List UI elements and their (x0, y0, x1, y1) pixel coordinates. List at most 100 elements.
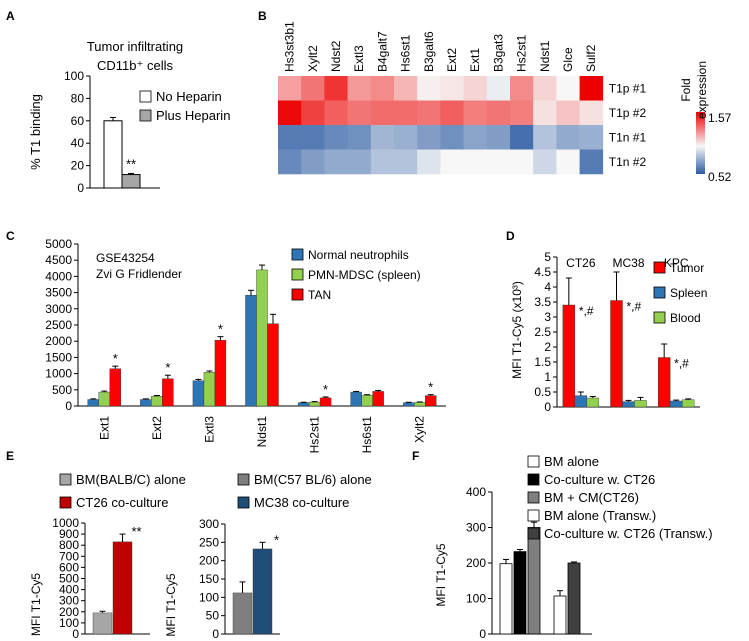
panel-label-E: E (6, 449, 14, 463)
panel-d-y-tick-label: 3.5 (534, 295, 551, 309)
panel-c-legend-swatch (291, 268, 304, 281)
panel-e1-bar (92, 612, 113, 635)
panel-c-y-tick-label: 4000 (45, 269, 72, 283)
panel-b-colorbar (696, 112, 705, 174)
panel-c-bar (203, 372, 216, 407)
panel-b-cell (324, 76, 348, 101)
panel-b-cell (278, 100, 302, 126)
panel-b-cell (417, 100, 441, 126)
panel-d-bar (681, 399, 695, 408)
panel-b-cell (301, 149, 325, 175)
panel-a-legend-label: No Heparin (156, 89, 222, 104)
panel-c-bar (245, 294, 257, 407)
panel-c-bar (151, 396, 163, 407)
panel-b-cell (301, 125, 325, 150)
panel-b-cell (417, 125, 441, 150)
panel-c-x-tick-label: Xylt2 (413, 416, 427, 443)
panel-c-bar (308, 401, 321, 407)
panel-c-x-tick-label: Ndst1 (255, 416, 269, 448)
panel-label-B: B (258, 9, 267, 23)
panel-b-cell (440, 100, 464, 126)
panel-b-cell (510, 125, 534, 150)
panel-a-title: CD11b⁺ cells (97, 58, 173, 73)
panel-b-cell (463, 125, 488, 150)
panel-d-y-tick-label: 2.5 (534, 325, 551, 339)
panel-c-bar (297, 402, 310, 407)
panel-a-y-tick-label: 100 (64, 69, 84, 83)
panel-b-cell (556, 100, 580, 126)
panel-e2-y-tick-label: 250 (199, 535, 219, 549)
panel-b-cell (486, 125, 511, 150)
panel-e2-y-tick-label: 200 (199, 554, 219, 568)
panel-f-chart: 0 100 200 300 400 MFI T1-Cy5 BM alone Co-cultur… (434, 454, 713, 641)
panel-b-cell (556, 125, 580, 150)
panel-d-legend-swatch (653, 286, 666, 299)
panel-f-legend-swatch (527, 527, 540, 540)
panel-b-column-label: Hs2st1 (515, 34, 529, 72)
panel-e2-y-tick-label: 50 (206, 609, 220, 623)
panel-b-cell (370, 76, 395, 101)
panel-c-bar (162, 378, 174, 407)
panel-b-cell (394, 125, 418, 150)
panel-f-legend-label: Co-culture w. CT26 (Transw.) (544, 526, 713, 541)
panel-b-cell (301, 100, 325, 126)
panel-e1-y-tick-label: 100 (59, 616, 79, 630)
panel-c-bar (319, 397, 332, 407)
panel-a-legend-swatch (139, 90, 152, 103)
panel-b-cell (417, 76, 441, 101)
panel-f-bar (567, 562, 581, 635)
panel-b-cell (486, 76, 511, 101)
panel-b-column-label: Hs3st3b1 (283, 21, 297, 72)
panel-e2-y-tick-label: 300 (199, 517, 219, 531)
panel-b-cell (278, 125, 302, 150)
panel-b-cell (278, 76, 302, 101)
panel-b-colorbar-title: Fold (679, 78, 693, 101)
panel-e1-y-tick-label: 300 (59, 594, 79, 608)
panel-b-cell (533, 76, 557, 101)
panel-a-chart: Tumor infiltrating CD11b⁺ cells 0 20 40 60 80 1… (28, 39, 230, 195)
panel-label-C: C (6, 229, 15, 243)
panel-c-significance: * (428, 380, 433, 395)
panel-b-cell (463, 149, 488, 175)
panel-e1-bar (112, 541, 133, 635)
panel-b-cell (347, 125, 372, 150)
panel-c-x-tick-label: Hs6st1 (360, 416, 374, 454)
panel-e2-legend-swatch (237, 496, 250, 509)
panel-c-y-tick-label: 0 (65, 399, 72, 413)
panel-f-bar (513, 551, 527, 635)
panel-e1-y-tick-label: 1000 (52, 516, 79, 530)
panel-e1-y-tick-label: 700 (59, 549, 79, 563)
panel-d-y-tick-label: 5 (544, 250, 551, 264)
panel-b-column-label: Ndst1 (538, 40, 552, 72)
panel-e1-legend-label: BM(BALB/C) alone (76, 472, 186, 487)
panel-b-cell (510, 76, 534, 101)
panel-f-bar (527, 527, 541, 635)
panel-e1-y-tick-label: 500 (59, 572, 79, 586)
panel-a-title: Tumor infiltrating (87, 39, 183, 54)
panel-b-cell (324, 100, 348, 126)
panel-e1-y-tick-label: 200 (59, 605, 79, 619)
panel-e2-chart: 0 50 100 150 200 250 300 MFI T1-Cy5 * BM(C57 BL/6… (164, 472, 372, 641)
panel-d-legend-swatch (653, 311, 666, 324)
panel-f-y-tick-label: 400 (466, 485, 486, 499)
panel-c-bar (425, 395, 437, 407)
panel-c-legend-swatch (291, 288, 304, 301)
panel-a-significance: ** (126, 156, 136, 171)
panel-b-cell (440, 76, 464, 101)
panel-e1-y-tick-label: 400 (59, 583, 79, 597)
panel-b-colorbar-title: expression (695, 61, 709, 119)
panel-f-legend-label: BM alone (Transw.) (544, 508, 656, 523)
panel-c-bar (87, 399, 99, 407)
panel-c-y-tick-label: 2000 (45, 334, 72, 348)
panel-f-y-tick-label: 200 (466, 556, 486, 570)
panel-d-bar (669, 400, 683, 408)
panel-e1-y-tick-label: 900 (59, 527, 79, 541)
panel-c-y-tick-label: 5000 (45, 237, 72, 251)
panel-e2-bar (252, 548, 273, 635)
panel-label-A: A (6, 9, 15, 23)
panel-d-significance: *,# (579, 304, 594, 318)
panel-b-cell (347, 76, 372, 101)
panel-f-legend-swatch (527, 491, 540, 504)
panel-e2-y-tick-label: 0 (212, 627, 219, 641)
panel-c-legend-label: Normal neutrophils (308, 248, 409, 262)
